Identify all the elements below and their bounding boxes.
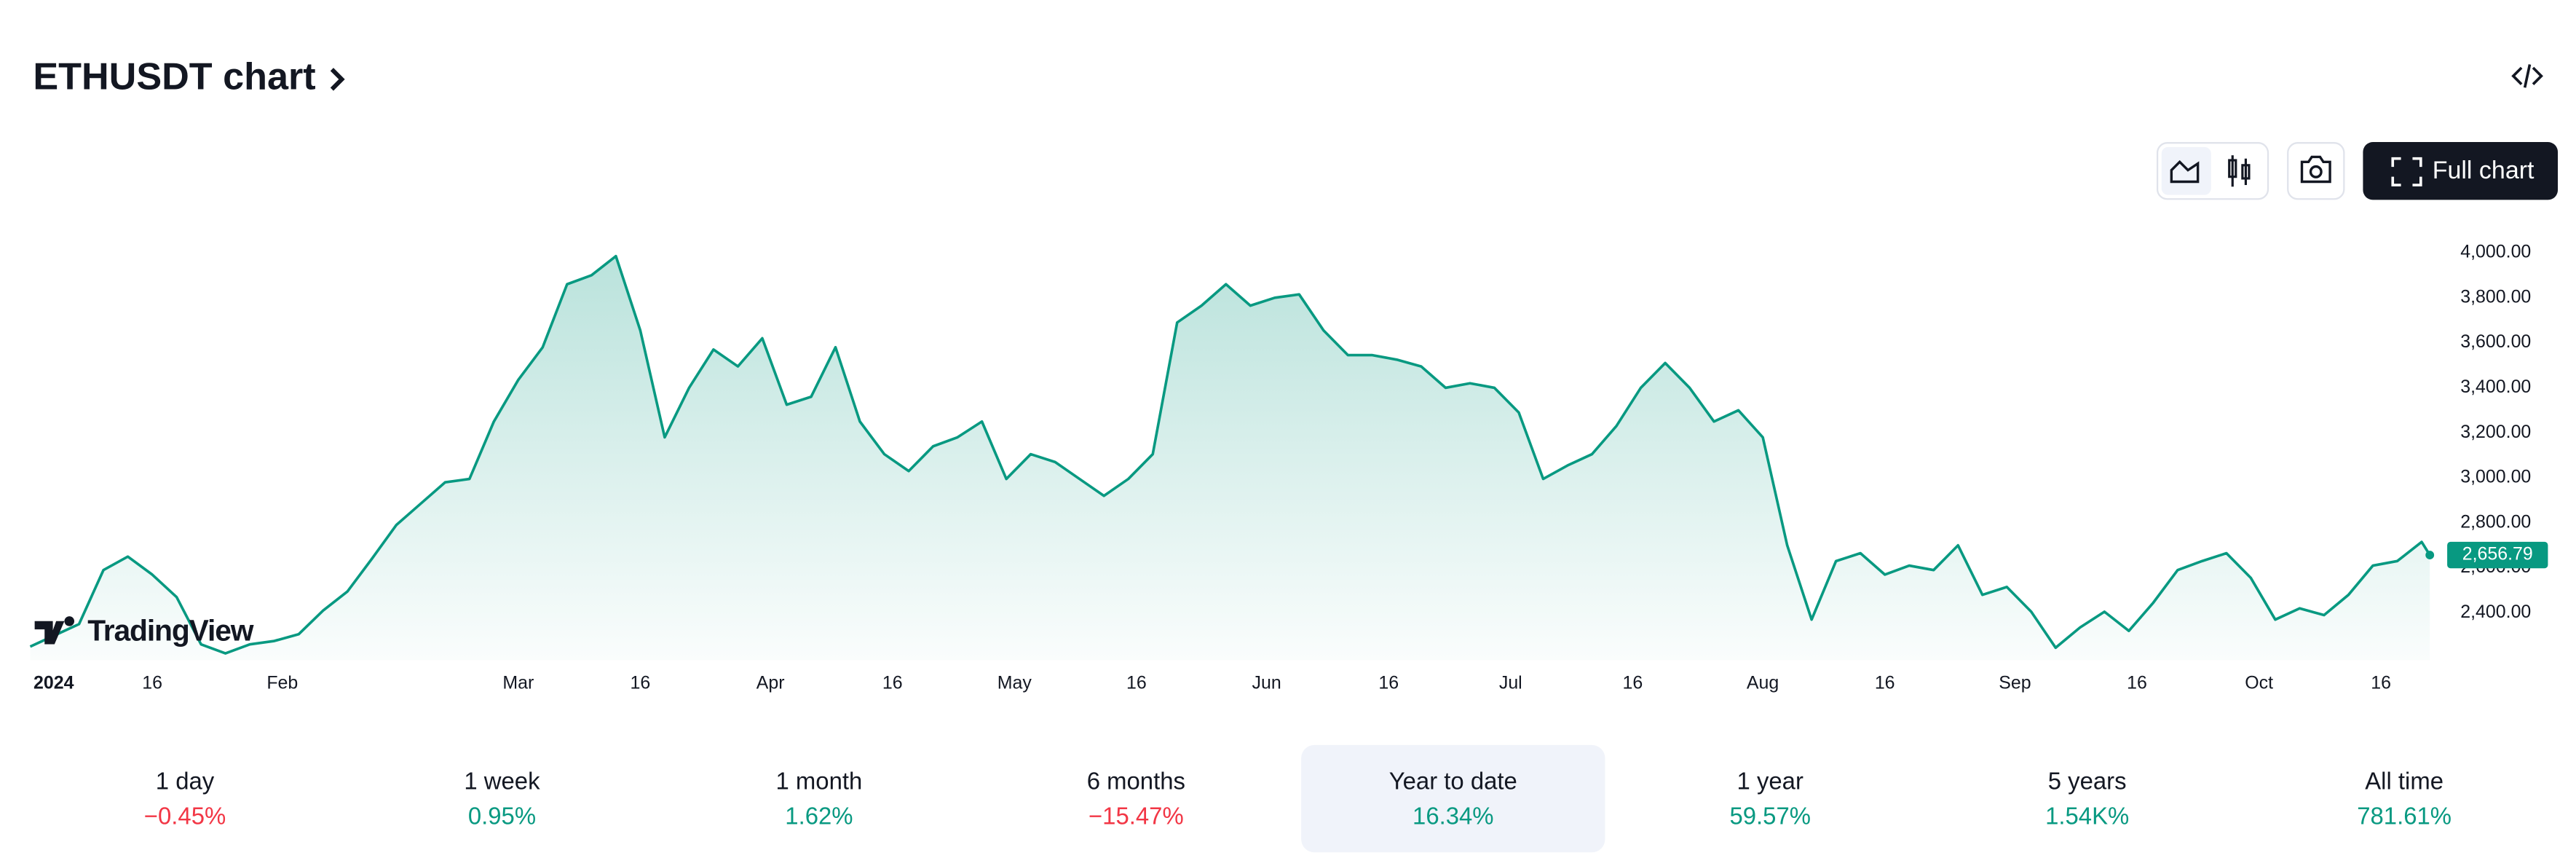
x-tick-label: 16 (882, 673, 903, 693)
period-change: −15.47% (1089, 802, 1184, 829)
x-tick-label: Sep (1999, 673, 2031, 693)
y-tick-label: 3,400.00 (2460, 377, 2531, 397)
logo: TradingView (34, 613, 255, 647)
full-chart-button[interactable] (2363, 142, 2559, 200)
period-change: 1.62% (785, 802, 853, 829)
x-tick-label: Oct (2245, 673, 2273, 693)
last-point (2425, 551, 2435, 559)
periods: 1 day −0.45% 1 week 0.95% 1 month 1.62% 6 mont… (144, 744, 2451, 853)
y-tick-label: 2,800.00 (2460, 511, 2531, 532)
period-change: 16.34% (1413, 802, 1494, 829)
price-tag-label: 2,656.79 (2462, 544, 2533, 564)
x-tick-label: 16 (631, 673, 651, 693)
logo-text: TradingView (87, 613, 254, 647)
x-tick-label: 16 (2127, 673, 2147, 693)
x-tick-label: Feb (266, 673, 298, 693)
selected-background (1301, 744, 1605, 853)
period-tab[interactable]: Year to date 16.34% (1301, 744, 1605, 853)
x-tick-label: 16 (1126, 673, 1147, 693)
period-tab[interactable]: 1 month 1.62% (776, 768, 863, 830)
y-tick-label: 3,600.00 (2460, 331, 2531, 352)
price-tag (2447, 541, 2548, 569)
x-tick-label: May (997, 673, 1032, 693)
period-label: 1 month (776, 768, 863, 795)
y-tick-label: 4,000.00 (2460, 242, 2531, 262)
period-label: 6 months (1087, 768, 1185, 795)
area-fill (30, 256, 2430, 661)
price-line (29, 254, 2431, 655)
period-label: All time (2365, 768, 2443, 795)
period-tab[interactable]: 1 year 59.57% (1729, 768, 1811, 830)
title-chevron (330, 68, 345, 91)
period-change: 0.95% (468, 802, 536, 829)
embed-icon[interactable] (2511, 64, 2543, 88)
period-label: 1 week (464, 768, 540, 795)
plot: 2,400.002,600.002,800.003,000.003,200.00… (29, 242, 2548, 693)
x-tick-label: 16 (1622, 673, 1643, 693)
x-tick-label: 16 (1875, 673, 1895, 693)
period-label: 1 day (156, 768, 215, 795)
area-icon (2170, 160, 2200, 184)
y-tick-label: 2,400.00 (2460, 602, 2531, 622)
y-tick-label: 3,000.00 (2460, 467, 2531, 487)
full-chart-label: Full chart (2433, 157, 2534, 184)
period-change: 1.54K% (2045, 802, 2129, 829)
period-tab[interactable]: 6 months −15.47% (1087, 768, 1185, 830)
x-tick-label: Jun (1252, 673, 1281, 693)
period-label: Year to date (1389, 768, 1517, 795)
x-tick-label: Mar (502, 673, 534, 693)
period-label: 5 years (2048, 768, 2127, 795)
period-tab[interactable]: 1 day −0.45% (144, 768, 226, 830)
candle-icon[interactable] (2228, 155, 2251, 187)
fullscreen-icon (2391, 157, 2422, 186)
x-tick-label: 16 (142, 673, 162, 693)
snapshot-button[interactable] (2287, 142, 2345, 200)
period-change: 781.61% (2357, 802, 2451, 829)
area-style-button[interactable] (2161, 146, 2211, 195)
camera-icon (2300, 155, 2331, 184)
period-change: 59.57% (1729, 802, 1811, 829)
period-tab[interactable]: 1 week 0.95% (464, 768, 540, 830)
x-tick-label: 2024 (33, 673, 74, 693)
y-tick-label: 3,200.00 (2460, 422, 2531, 442)
y-tick-label: 3,800.00 (2460, 286, 2531, 307)
x-tick-label: 16 (2371, 673, 2391, 693)
x-tick-label: 16 (1378, 673, 1399, 693)
period-tab[interactable]: 5 years 1.54K% (2045, 768, 2129, 830)
x-tick-label: Jul (1499, 673, 1522, 693)
camera-lens (2309, 165, 2323, 178)
period-tab[interactable]: All time 781.61% (2357, 768, 2451, 830)
x-tick-label: Aug (1747, 673, 1779, 693)
period-label: 1 year (1737, 768, 1803, 795)
title[interactable]: ETHUSDT chart (33, 56, 315, 98)
x-tick-label: Apr (756, 673, 785, 693)
period-change: −0.45% (144, 802, 226, 829)
